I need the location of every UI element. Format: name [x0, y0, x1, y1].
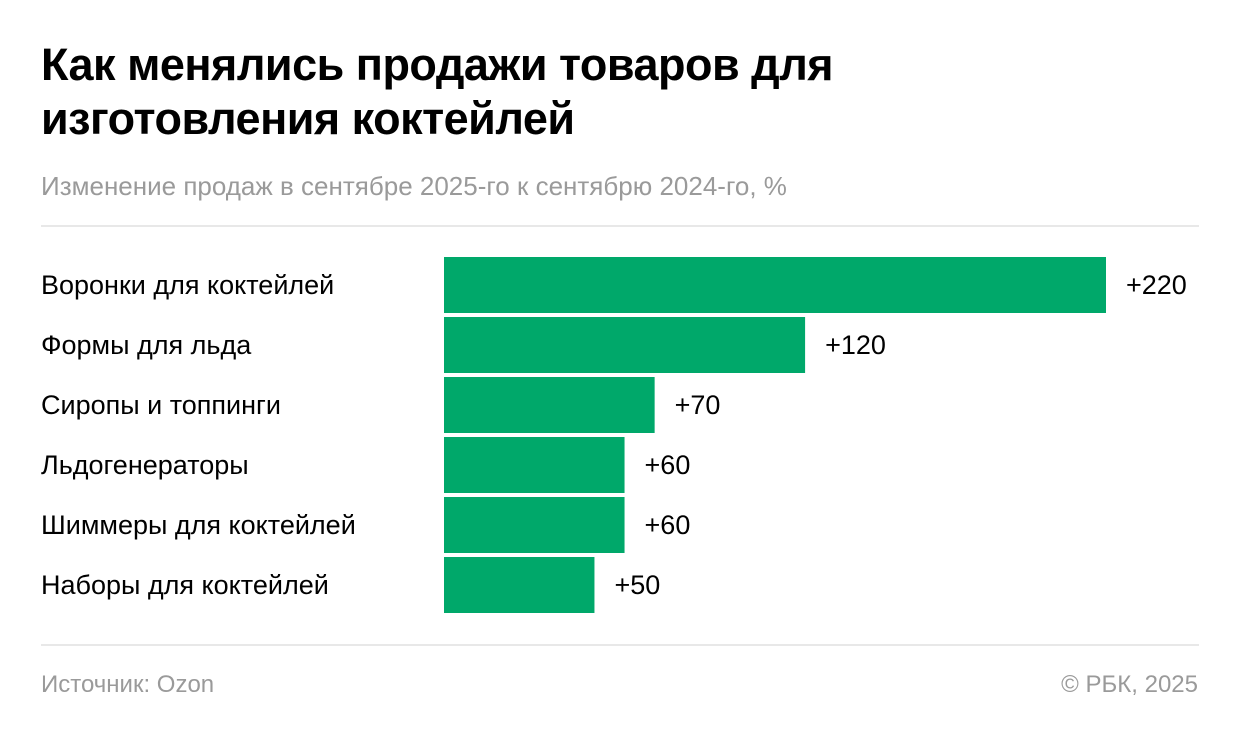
- category-label: Формы для льда: [41, 330, 252, 360]
- data-label: +50: [614, 570, 660, 600]
- bar: [444, 497, 625, 553]
- category-label: Шиммеры для коктейлей: [41, 510, 356, 540]
- bottom-divider: [41, 644, 1199, 646]
- chart-subtitle: Изменение продаж в сентябре 2025-го к се…: [41, 171, 787, 201]
- data-label: +220: [1126, 270, 1187, 300]
- bar: [444, 377, 655, 433]
- data-label: +60: [645, 450, 691, 480]
- top-divider: [41, 225, 1199, 227]
- bar: [444, 317, 806, 373]
- bar: [444, 257, 1106, 313]
- copyright: © РБК, 2025: [1061, 671, 1198, 698]
- category-label: Наборы для коктейлей: [41, 570, 329, 600]
- data-label: +70: [675, 390, 721, 420]
- data-label: +120: [825, 330, 886, 360]
- category-label: Сиропы и топпинги: [41, 390, 281, 420]
- bar: [444, 437, 625, 493]
- source-note: Источник: Ozon: [41, 671, 215, 698]
- bar: [444, 557, 595, 613]
- category-label: Воронки для коктейлей: [41, 270, 334, 300]
- category-label: Льдогенераторы: [41, 450, 249, 480]
- data-label: +60: [645, 510, 691, 540]
- chart-title: Как менялись продажи товаров для изготов…: [41, 39, 834, 144]
